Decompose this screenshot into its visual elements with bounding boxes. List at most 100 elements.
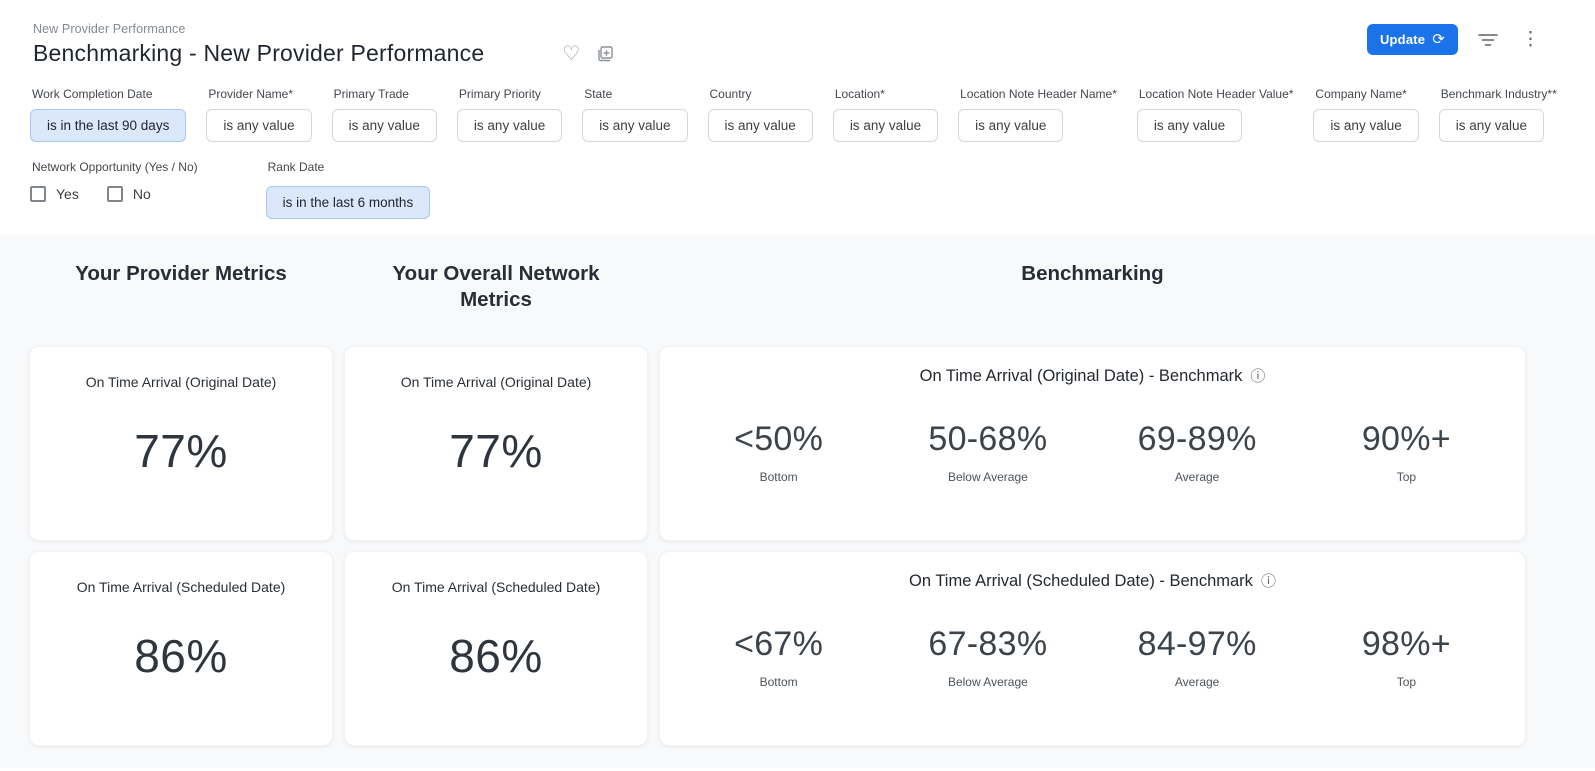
dashboard-header: New Provider Performance Benchmarking - … xyxy=(0,0,1595,67)
card-title: On Time Arrival (Original Date) xyxy=(85,374,277,391)
filter-primary-priority: Primary Priority is any value xyxy=(456,87,563,142)
tier-label: Average xyxy=(1174,675,1220,690)
section-headers: Your Provider Metrics Your Overall Netwo… xyxy=(29,261,1595,312)
filter-bar: Work Completion Date is in the last 90 d… xyxy=(0,67,1595,219)
metric-row-scheduled-date: On Time Arrival (Scheduled Date) 86% On … xyxy=(29,551,1595,747)
filter-label: Network Opportunity (Yes / No) xyxy=(32,160,198,174)
filter-chip-benchmark-industry[interactable]: is any value xyxy=(1438,109,1545,142)
filter-country: Country is any value xyxy=(707,87,813,142)
filter-label: Location Note Header Name* xyxy=(960,87,1117,101)
card-title: On Time Arrival (Scheduled Date) xyxy=(76,579,286,596)
benchmark-tier-bottom: <50% Bottom xyxy=(674,420,883,484)
filter-work-completion-date: Work Completion Date is in the last 90 d… xyxy=(30,87,187,142)
filter-label: Provider Name* xyxy=(208,87,294,101)
card-provider-original-date: On Time Arrival (Original Date) 77% xyxy=(29,346,333,542)
tier-label: Bottom xyxy=(759,470,798,485)
breadcrumb[interactable]: New Provider Performance xyxy=(33,22,186,36)
section-header-provider: Your Provider Metrics xyxy=(75,262,287,285)
filter-primary-trade: Primary Trade is any value xyxy=(331,87,437,142)
checkbox-option-yes[interactable]: Yes xyxy=(30,186,79,202)
filter-provider-name: Provider Name* is any value xyxy=(206,87,312,142)
filter-state: State is any value xyxy=(582,87,688,142)
card-value: 77% xyxy=(134,425,228,478)
filter-network-opportunity: Network Opportunity (Yes / No) Yes No xyxy=(30,160,198,202)
card-network-original-date: On Time Arrival (Original Date) 77% xyxy=(344,346,648,542)
filter-location-note-header-name: Location Note Header Name* is any value xyxy=(958,87,1117,142)
filter-label: Location Note Header Value* xyxy=(1138,87,1294,101)
filter-chip-country[interactable]: is any value xyxy=(707,109,813,142)
page-title: Benchmarking - New Provider Performance xyxy=(33,40,485,66)
refresh-icon: ⟳ xyxy=(1432,31,1445,48)
benchmark-title: On Time Arrival (Original Date) - Benchm… xyxy=(919,367,1243,386)
checkbox-option-no[interactable]: No xyxy=(106,186,151,202)
tier-label: Top xyxy=(1396,470,1417,485)
filter-company-name: Company Name* is any value xyxy=(1313,87,1419,142)
filter-label: Rank Date xyxy=(267,160,325,174)
checkbox-no[interactable] xyxy=(106,186,123,202)
filter-chip-work-completion-date[interactable]: is in the last 90 days xyxy=(30,109,187,142)
card-benchmark-scheduled-date: On Time Arrival (Scheduled Date) - Bench… xyxy=(659,551,1526,747)
tier-value: <50% xyxy=(734,420,824,459)
filter-label: Primary Trade xyxy=(333,87,409,101)
filter-chip-location-note-header-name[interactable]: is any value xyxy=(958,109,1064,142)
card-benchmark-original-date: On Time Arrival (Original Date) - Benchm… xyxy=(659,346,1526,542)
tier-value: 84-97% xyxy=(1137,625,1257,664)
filter-chip-location-note-header-value[interactable]: is any value xyxy=(1136,109,1243,142)
more-options-icon[interactable]: ⋮ xyxy=(1521,29,1540,50)
filter-chip-provider-name[interactable]: is any value xyxy=(206,109,312,142)
update-button[interactable]: Update ⟳ xyxy=(1366,24,1458,55)
benchmark-tier-bottom: <67% Bottom xyxy=(674,625,883,689)
tier-value: <67% xyxy=(734,625,824,664)
tier-label: Below Average xyxy=(947,470,1028,485)
filter-label: Benchmark Industry** xyxy=(1440,87,1557,101)
card-value: 86% xyxy=(449,630,543,683)
copy-to-board-icon[interactable] xyxy=(596,44,615,63)
filter-label: State xyxy=(584,87,613,101)
card-value: 77% xyxy=(449,425,543,478)
card-value: 86% xyxy=(134,630,228,683)
card-network-scheduled-date: On Time Arrival (Scheduled Date) 86% xyxy=(344,551,648,747)
filter-location: Location* is any value xyxy=(832,87,939,142)
tier-value: 69-89% xyxy=(1137,420,1257,459)
filter-label: Company Name* xyxy=(1315,87,1407,101)
card-title: On Time Arrival (Original Date) xyxy=(400,374,592,391)
info-icon[interactable]: ⓘ xyxy=(1250,368,1266,386)
filter-rank-date: Rank Date is in the last 6 months xyxy=(265,160,431,219)
tier-value: 90%+ xyxy=(1361,420,1451,459)
benchmark-title: On Time Arrival (Scheduled Date) - Bench… xyxy=(909,572,1253,591)
filter-chip-state[interactable]: is any value xyxy=(582,109,688,142)
tier-value: 98%+ xyxy=(1361,625,1451,664)
filter-label: Work Completion Date xyxy=(32,87,153,101)
filter-chip-company-name[interactable]: is any value xyxy=(1313,109,1419,142)
filter-label: Primary Priority xyxy=(458,87,541,101)
benchmark-tier-average: 69-89% Average xyxy=(1093,420,1302,484)
filter-location-note-header-value: Location Note Header Value* is any value xyxy=(1136,87,1294,142)
info-icon[interactable]: ⓘ xyxy=(1260,573,1276,591)
update-button-label: Update xyxy=(1379,32,1426,47)
benchmark-tier-top: 90%+ Top xyxy=(1302,420,1511,484)
filter-chip-rank-date[interactable]: is in the last 6 months xyxy=(265,186,431,219)
filter-label: Country xyxy=(709,87,752,101)
card-provider-scheduled-date: On Time Arrival (Scheduled Date) 86% xyxy=(29,551,333,747)
checkbox-label-no: No xyxy=(132,186,151,202)
benchmark-tier-below-average: 67-83% Below Average xyxy=(883,625,1092,689)
tier-label: Top xyxy=(1396,675,1417,690)
filter-chip-location[interactable]: is any value xyxy=(832,109,939,142)
filter-chip-primary-priority[interactable]: is any value xyxy=(456,109,563,142)
tier-value: 67-83% xyxy=(928,625,1048,664)
benchmark-tier-top: 98%+ Top xyxy=(1302,625,1511,689)
section-header-network: Your Overall Network Metrics xyxy=(392,262,600,311)
benchmark-tier-average: 84-97% Average xyxy=(1093,625,1302,689)
section-header-benchmarking: Benchmarking xyxy=(1021,262,1164,285)
tier-value: 50-68% xyxy=(928,420,1048,459)
filter-row-2: Network Opportunity (Yes / No) Yes No Ra… xyxy=(30,160,1575,219)
filter-label: Location* xyxy=(834,87,885,101)
checkbox-label-yes: Yes xyxy=(56,186,79,202)
card-title: On Time Arrival (Scheduled Date) xyxy=(391,579,601,596)
dashboard-body: Your Provider Metrics Your Overall Netwo… xyxy=(0,235,1595,768)
filter-row-1: Work Completion Date is in the last 90 d… xyxy=(30,87,1575,142)
filter-toggle-icon[interactable] xyxy=(1478,33,1498,47)
checkbox-yes[interactable] xyxy=(30,186,46,202)
favorite-icon[interactable]: ♡ xyxy=(562,42,581,65)
filter-chip-primary-trade[interactable]: is any value xyxy=(331,109,437,142)
